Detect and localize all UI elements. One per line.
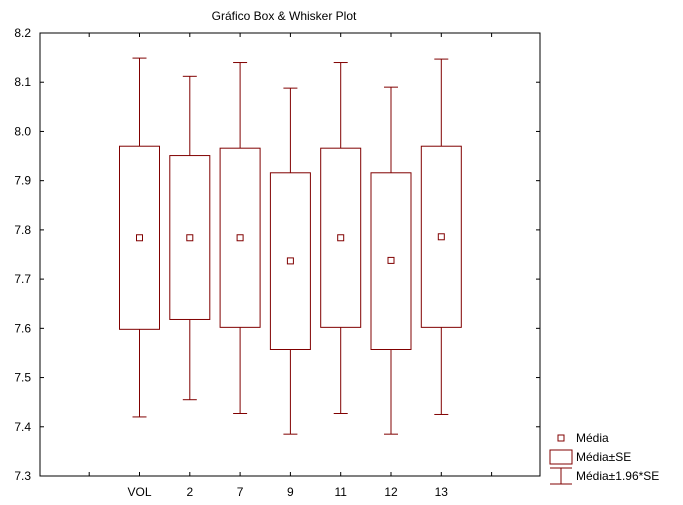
mean-marker — [387, 256, 395, 264]
box-group — [219, 62, 261, 414]
mean-marker — [186, 234, 194, 242]
y-tick-label: 7.7 — [14, 272, 31, 286]
x-tick-label: 12 — [384, 485, 398, 499]
x-tick-label: 9 — [287, 485, 294, 499]
chart-title: Gráfico Box & Whisker Plot — [212, 9, 357, 23]
legend-box-symbol — [549, 449, 573, 465]
mean-marker — [337, 234, 345, 242]
box-se — [370, 172, 412, 350]
legend-label: Média±SE — [576, 450, 631, 464]
legend-label: Média±1.96*SE — [576, 469, 659, 483]
box-se — [269, 172, 311, 350]
box-group — [370, 86, 412, 435]
y-tick-label: 7.8 — [14, 223, 31, 237]
box-group — [420, 58, 462, 415]
x-tick-label: 13 — [435, 485, 449, 499]
legend-label: Média — [576, 431, 609, 445]
y-tick-label: 7.5 — [14, 371, 31, 385]
y-tick-label: 7.9 — [14, 174, 31, 188]
x-tick-label: 11 — [334, 485, 347, 499]
box-group — [119, 57, 160, 418]
mean-marker — [236, 234, 244, 242]
y-tick-label: 8.2 — [14, 26, 31, 40]
box-group — [269, 87, 311, 435]
mean-marker — [286, 257, 294, 265]
legend: Média Média±SE Média±1.96*SE — [549, 431, 659, 485]
y-tick-label: 7.6 — [14, 321, 31, 335]
box-group — [169, 75, 211, 401]
box-se — [169, 155, 211, 320]
x-tick-label: 7 — [237, 485, 244, 499]
x-tick-label: 2 — [186, 485, 193, 499]
y-axis: 7.3 7.4 7.5 7.6 7.7 7.8 7.9 8.0 8.1 8.2 — [14, 26, 540, 483]
box-group — [320, 62, 362, 414]
box-se — [119, 145, 160, 330]
box-se — [420, 145, 462, 328]
x-axis: VOL 2 7 9 11 12 13 — [88, 33, 493, 499]
legend-mean-symbol — [557, 434, 565, 442]
y-tick-label: 8.1 — [14, 75, 31, 89]
mean-marker — [136, 234, 143, 242]
y-tick-label: 7.3 — [14, 469, 31, 483]
y-tick-label: 8.0 — [14, 124, 31, 138]
box-se — [320, 147, 362, 328]
box-series — [119, 57, 462, 435]
y-tick-label: 7.4 — [14, 420, 31, 434]
x-tick-label: VOL — [127, 485, 151, 499]
box-se — [219, 147, 261, 328]
mean-marker — [437, 233, 445, 241]
